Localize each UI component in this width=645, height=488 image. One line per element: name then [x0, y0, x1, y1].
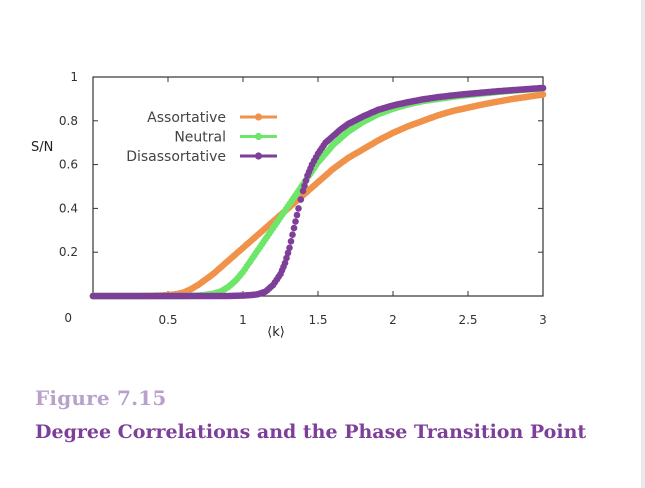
data-point	[290, 224, 298, 232]
y-tick-label: 0.8	[59, 114, 78, 128]
legend-swatch-marker	[254, 132, 263, 141]
data-point	[289, 231, 296, 238]
data-point	[539, 91, 547, 98]
series-disassortative	[89, 84, 547, 300]
legend-label: Neutral	[174, 130, 226, 146]
data-point	[297, 196, 305, 203]
y-tick-label: 0.2	[59, 245, 78, 259]
data-point	[293, 211, 301, 219]
chart: 0.5 1 1.5 2 2.5 3 0 0.2 0.4 0.6 0.8 1 Assortative Ne…	[31, 70, 547, 340]
data-point	[295, 205, 302, 212]
data-point	[299, 187, 307, 195]
x-tick-label: 0.5	[158, 313, 177, 327]
data-point	[283, 254, 290, 262]
legend-label: Assortative	[147, 110, 226, 126]
y-tick-label: 0.4	[59, 201, 78, 215]
legend-swatch-marker	[254, 152, 263, 160]
ticks-layer: 0.5 1 1.5 2 2.5 3 0 0.2 0.4 0.6 0.8 1	[59, 70, 547, 327]
data-point	[302, 177, 310, 184]
x-tick-label: 2	[389, 313, 397, 327]
series-layer	[89, 84, 547, 300]
data-point	[284, 249, 292, 257]
x-tick-label: 1	[239, 313, 247, 327]
y-tick-label: 1	[70, 70, 78, 84]
data-point	[281, 259, 289, 267]
data-point	[286, 244, 293, 252]
x-axis-label: ⟨k⟩	[267, 325, 285, 340]
legend-label: Disassortative	[126, 149, 226, 165]
data-point	[292, 218, 299, 225]
legend-swatch-marker	[254, 113, 263, 121]
y-tick-label: 0	[64, 311, 72, 325]
x-tick-label: 1.5	[308, 313, 327, 327]
data-point	[287, 238, 295, 245]
x-tick-label: 3	[539, 313, 547, 327]
legend: Assortative Neutral Disassortative	[126, 110, 277, 165]
data-point	[539, 84, 547, 92]
y-axis-label: S/N	[31, 140, 53, 155]
figure-number: Figure 7.15	[35, 386, 167, 410]
page-edge-rule	[641, 0, 645, 488]
y-tick-label: 0.6	[59, 158, 78, 172]
x-tick-label: 2.5	[458, 313, 477, 327]
figure-title: Degree Correlations and the Phase Transi…	[35, 421, 587, 443]
data-point	[301, 182, 308, 190]
